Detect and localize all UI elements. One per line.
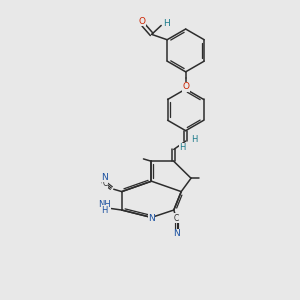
Text: N: N bbox=[173, 229, 180, 238]
Text: O: O bbox=[182, 82, 189, 91]
Text: NH: NH bbox=[98, 200, 111, 209]
Text: O: O bbox=[138, 17, 146, 26]
Text: C: C bbox=[102, 179, 107, 188]
Text: H: H bbox=[101, 206, 108, 214]
Text: H: H bbox=[191, 135, 197, 144]
Text: N: N bbox=[101, 172, 108, 182]
Text: H: H bbox=[179, 143, 186, 152]
Text: H: H bbox=[163, 19, 169, 28]
Text: C: C bbox=[174, 214, 179, 223]
Text: N: N bbox=[148, 214, 155, 223]
